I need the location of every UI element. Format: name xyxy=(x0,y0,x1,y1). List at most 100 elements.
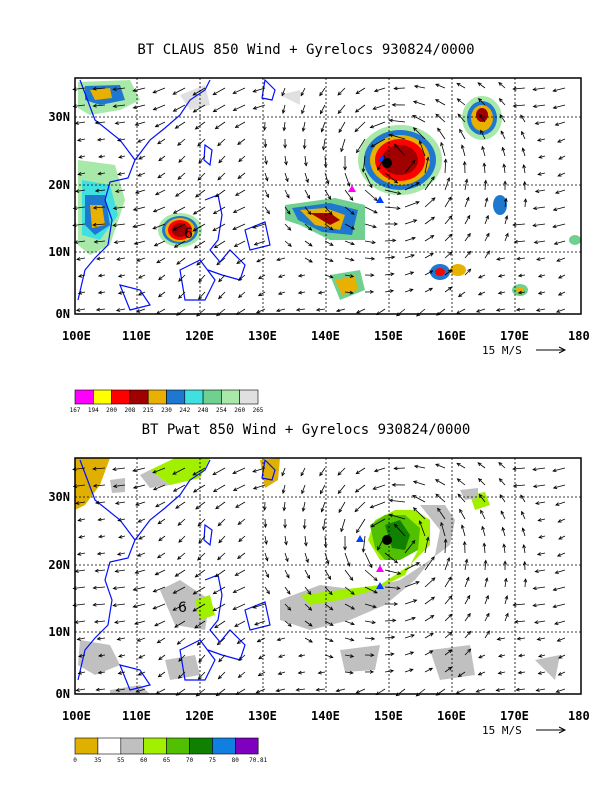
wind-vector-head xyxy=(466,214,471,220)
wind-vector-head xyxy=(136,258,141,262)
wind-vector xyxy=(535,569,546,572)
wind-vector-head xyxy=(354,128,359,133)
wind-vector-head xyxy=(354,108,360,113)
wind-vector-head xyxy=(92,483,98,488)
wind-vector-head xyxy=(512,483,518,488)
wind-vector xyxy=(154,620,166,627)
wind-vector-head xyxy=(430,615,435,619)
wind-vector-head xyxy=(281,472,285,477)
wind-vector xyxy=(76,688,86,691)
wind-vector xyxy=(523,164,526,174)
wind-vector xyxy=(437,128,446,140)
wind-vector xyxy=(155,121,166,128)
wind-vector-head xyxy=(152,225,157,230)
wind-vector-head xyxy=(97,290,103,295)
wind-vector-head xyxy=(232,470,237,474)
panel1-vector-reference: 15 M/S xyxy=(482,344,522,357)
wind-vector xyxy=(93,603,106,606)
wind-vector-head xyxy=(393,179,399,184)
wind-vector-head xyxy=(295,307,301,312)
wind-vector xyxy=(337,467,346,476)
wind-vector xyxy=(195,569,206,578)
wind-vector xyxy=(478,291,486,296)
wind-vector xyxy=(118,155,126,158)
wind-vector-head xyxy=(377,546,381,551)
wind-vector xyxy=(217,518,226,526)
wind-vector-head xyxy=(156,639,161,644)
wind-vector xyxy=(538,274,546,277)
panel1-storm-symbol: 6 xyxy=(184,226,193,242)
wind-vector-head xyxy=(337,489,342,495)
wind-vector xyxy=(215,189,226,198)
wind-vector-head xyxy=(557,139,562,143)
wind-vector xyxy=(178,155,186,163)
colorbar-label: 248 xyxy=(198,407,209,414)
wind-vector xyxy=(264,172,268,181)
wind-vector-head xyxy=(478,493,483,499)
wind-vector xyxy=(416,688,426,697)
wind-vector-head xyxy=(534,620,539,624)
wind-vector xyxy=(324,603,333,611)
wind-vector-head xyxy=(368,563,373,569)
wind-vector-head xyxy=(77,273,83,278)
wind-vector xyxy=(137,172,146,177)
wind-vector-head xyxy=(275,308,281,313)
wind-vector xyxy=(370,501,386,508)
wind-vector-head xyxy=(481,525,485,531)
wind-vector-head xyxy=(393,523,398,528)
wind-vector xyxy=(322,518,326,530)
wind-vector-head xyxy=(137,519,142,523)
wind-vector-head xyxy=(557,672,562,676)
wind-vector-head xyxy=(430,596,436,601)
wind-vector-head xyxy=(232,487,238,491)
wind-vector xyxy=(404,581,420,588)
wind-vector-head xyxy=(320,128,325,133)
wind-vector-head xyxy=(340,527,344,533)
wind-vector-head xyxy=(177,521,182,526)
wind-vector-head xyxy=(346,562,351,567)
colorbar-swatch xyxy=(166,737,190,755)
wind-vector xyxy=(535,121,546,124)
wind-vector xyxy=(304,552,309,563)
wind-vector-head xyxy=(74,189,80,193)
wind-vector-head xyxy=(558,536,563,540)
wind-vector-head xyxy=(552,485,558,490)
wind-vector xyxy=(213,206,226,215)
wind-vector-head xyxy=(287,606,292,611)
wind-vector-head xyxy=(370,273,375,278)
wind-vector xyxy=(324,569,332,580)
wind-vector-head xyxy=(437,127,441,132)
wind-vector-head xyxy=(117,273,123,278)
wind-vector-head xyxy=(448,286,453,291)
wind-vector xyxy=(344,586,355,595)
panel2-colorbar: 0 35 55 60 65 70 75 80 70.81 xyxy=(73,737,268,764)
wind-vector-head xyxy=(343,166,347,171)
wind-vector xyxy=(555,569,566,574)
wind-vector-head xyxy=(477,82,482,87)
wind-vector xyxy=(284,240,292,247)
wind-vector-head xyxy=(172,210,178,214)
wind-vector-head xyxy=(532,467,537,472)
wind-vector-head xyxy=(212,590,217,595)
wind-vector xyxy=(284,189,290,198)
wind-vector xyxy=(404,599,417,605)
wind-vector-head xyxy=(306,194,311,200)
wind-vector xyxy=(324,586,333,595)
wind-vector xyxy=(96,257,106,260)
wind-vector-head xyxy=(78,154,83,159)
wind-vector xyxy=(533,603,546,606)
wind-vector-head xyxy=(193,244,199,249)
wind-vector xyxy=(158,291,166,298)
wind-vector-head xyxy=(557,519,562,523)
wind-vector-head xyxy=(477,478,483,483)
wind-vector-head xyxy=(137,291,143,296)
wind-vector-head xyxy=(236,640,241,644)
wind-vector-head xyxy=(429,650,434,654)
wind-vector xyxy=(344,223,355,230)
wind-vector-head xyxy=(343,546,347,551)
colorbar-label: 167 xyxy=(70,407,81,414)
wind-vector xyxy=(478,671,486,676)
wind-vector xyxy=(478,98,486,106)
wind-vector xyxy=(238,155,246,162)
wind-vector xyxy=(218,274,226,282)
